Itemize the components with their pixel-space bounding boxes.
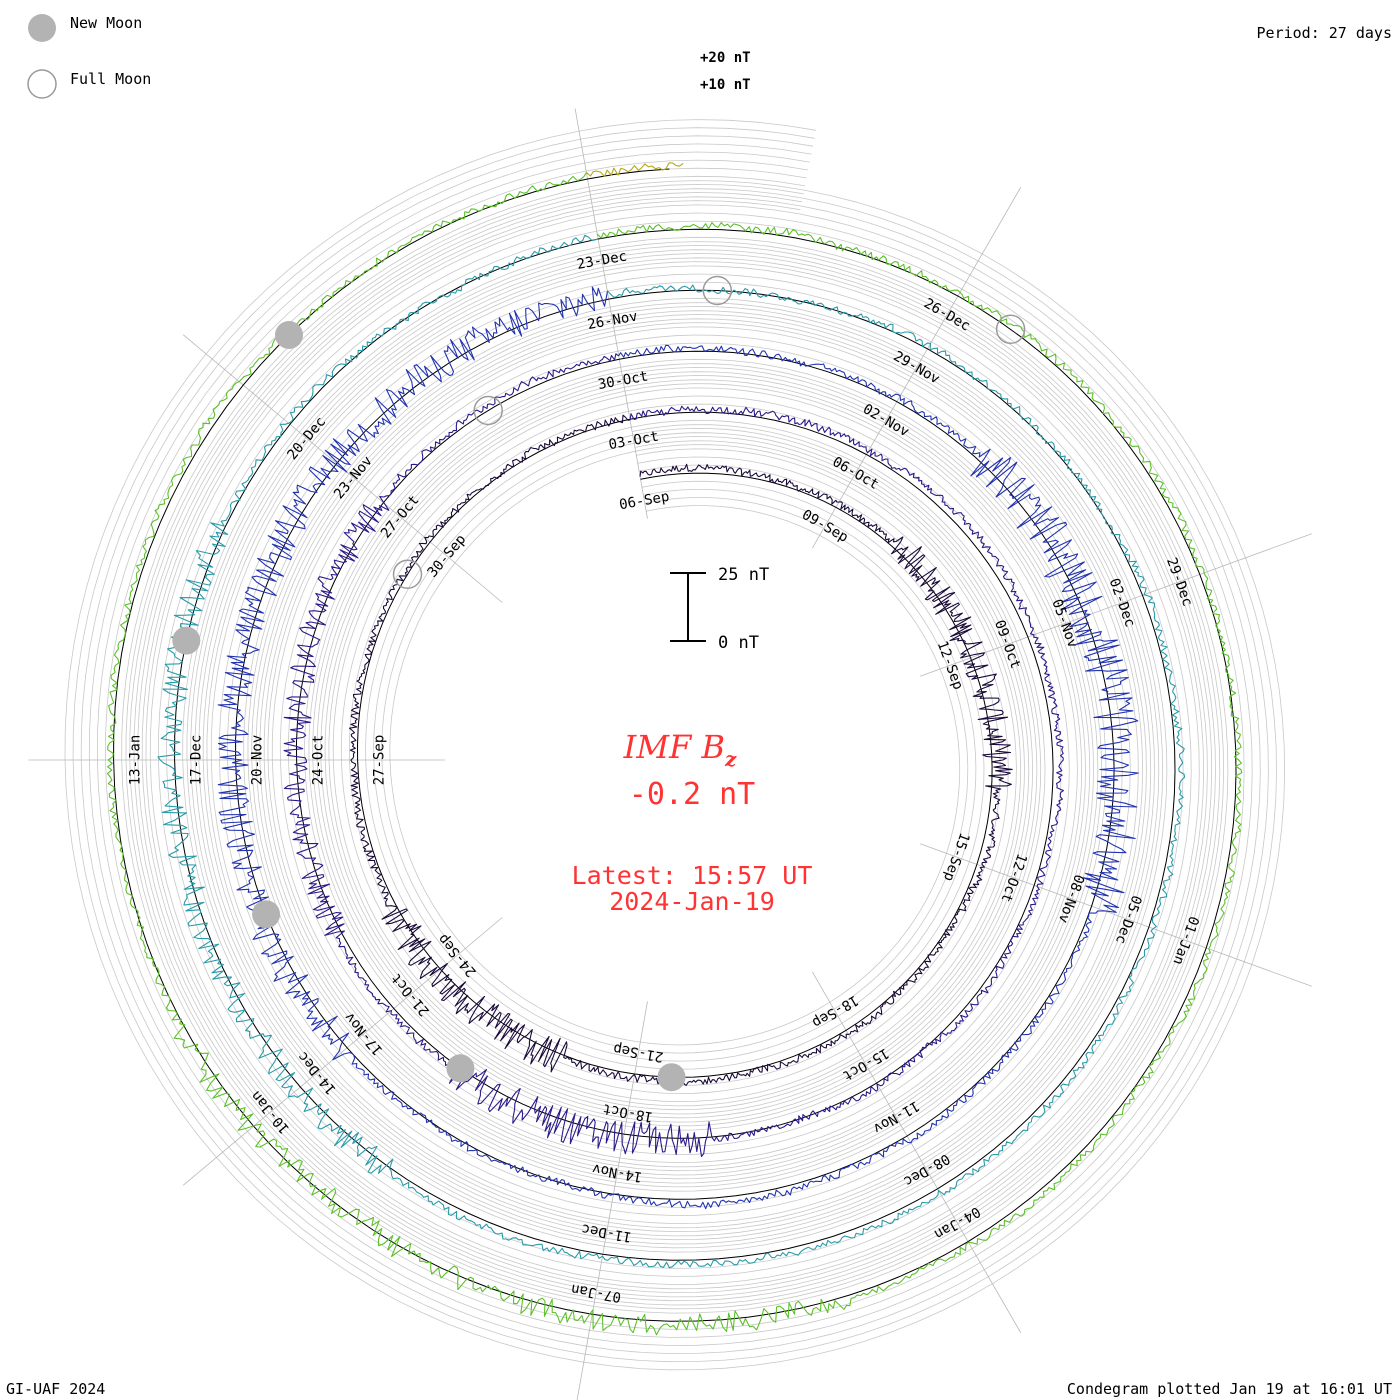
- scale-bar: 25 nT 0 nT: [670, 565, 769, 653]
- date-label-1: 09-Sep: [799, 507, 851, 546]
- full-moon-marker-3: [995, 314, 1026, 345]
- full-moon-marker-0: [392, 559, 423, 589]
- new-moon-marker-1: [446, 1054, 475, 1083]
- full-moon-icon: [27, 69, 57, 99]
- date-label-43: 13-Jan: [128, 735, 144, 786]
- grid-spiral-6: [96, 151, 1253, 1338]
- date-label-18: 30-Oct: [597, 369, 650, 394]
- scale-bar-bottom-label: 0 nT: [718, 633, 759, 653]
- bz-series-cycle-2: [283, 353, 1064, 1158]
- day-spoke-2: [920, 533, 1312, 677]
- bz-series-cycle-6: [586, 162, 684, 177]
- quantity-title-main: IMF B: [623, 728, 725, 766]
- day-spoke-3: [920, 843, 1312, 987]
- date-label-34: 17-Dec: [189, 735, 205, 786]
- date-label-27: 26-Nov: [586, 309, 639, 334]
- period-label: Period: 27 days: [1257, 24, 1392, 42]
- full-moon-label: Full Moon: [70, 70, 151, 88]
- ring-label-10: +10 nT: [700, 77, 751, 93]
- day-spoke-0: [574, 108, 648, 519]
- date-label-37: 26-Dec: [921, 296, 973, 335]
- plotted-label: Condegram plotted Jan 19 at 16:01 UT: [1067, 1380, 1392, 1398]
- new-moon-marker-4: [275, 321, 303, 349]
- date-label-28: 29-Nov: [890, 348, 942, 387]
- scale-bar-top-label: 25 nT: [718, 565, 769, 585]
- bz-series-cycle-3: [217, 286, 1139, 1210]
- new-moon-icon: [28, 14, 56, 42]
- date-label-19: 02-Nov: [860, 401, 912, 440]
- date-label-6: 24-Sep: [435, 931, 480, 980]
- credit-label: GI-UAF 2024: [6, 1380, 105, 1398]
- bz-series: [106, 162, 1243, 1336]
- full-moon-marker-1: [473, 395, 503, 426]
- new-moon-marker-2: [252, 900, 281, 929]
- center-readout: IMF Bz -0.2 nT Latest: 15:57 UT 2024-Jan…: [572, 728, 813, 916]
- legend: New Moon Full Moon: [27, 14, 151, 99]
- day-spoke-1: [812, 186, 1022, 549]
- full-moon-marker-2: [702, 275, 733, 306]
- grid-spiral-0: [145, 200, 1205, 1290]
- date-label-23: 14-Nov: [591, 1160, 644, 1185]
- zero-baseline: [113, 168, 1237, 1322]
- new-moon-marker-3: [172, 626, 201, 655]
- grid-spiral-8: [80, 135, 1269, 1355]
- grid-spiral-2: [129, 183, 1221, 1306]
- ring-label-20: +20 nT: [700, 50, 751, 66]
- date-label-7: 27-Sep: [372, 735, 388, 786]
- date-label-4: 18-Sep: [809, 992, 861, 1031]
- moon-markers: [172, 275, 1026, 1092]
- date-label-9: 03-Oct: [607, 429, 660, 454]
- date-label-16: 24-Oct: [311, 735, 327, 786]
- new-moon-label: New Moon: [70, 14, 142, 32]
- latest-time: Latest: 15:57 UT: [572, 861, 813, 890]
- quantity-title-sub: z: [724, 747, 737, 771]
- day-spoke-5: [576, 1001, 648, 1400]
- latest-date: 2024-Jan-19: [609, 887, 775, 916]
- day-spoke-6: [182, 917, 503, 1186]
- grid-spiral-10: [64, 119, 1286, 1371]
- bz-series-cycle-4: [157, 234, 1186, 1269]
- date-label-10: 06-Oct: [829, 454, 881, 493]
- grid-spiral-3: [121, 175, 1229, 1314]
- date-label-32: 11-Dec: [580, 1220, 633, 1245]
- date-label-36: 23-Dec: [576, 248, 629, 273]
- grid-spiral-9: [72, 127, 1277, 1363]
- date-label-0: 06-Sep: [618, 489, 671, 514]
- new-moon-marker-0: [657, 1063, 686, 1092]
- zero-baseline-spiral: [113, 168, 1237, 1322]
- current-value: -0.2 nT: [629, 777, 755, 812]
- day-spokes: [28, 108, 1312, 1400]
- bz-series-cycle-1: [348, 414, 1013, 1086]
- date-label-41: 07-Jan: [570, 1280, 623, 1305]
- bz-series-cycle-5: [106, 172, 1243, 1336]
- quantity-title: IMF Bz: [623, 728, 737, 771]
- date-label-25: 20-Nov: [250, 735, 266, 786]
- grid-spiral-7: [88, 143, 1261, 1346]
- grid-spiral-1: [137, 192, 1213, 1298]
- day-spoke-4: [812, 971, 1022, 1334]
